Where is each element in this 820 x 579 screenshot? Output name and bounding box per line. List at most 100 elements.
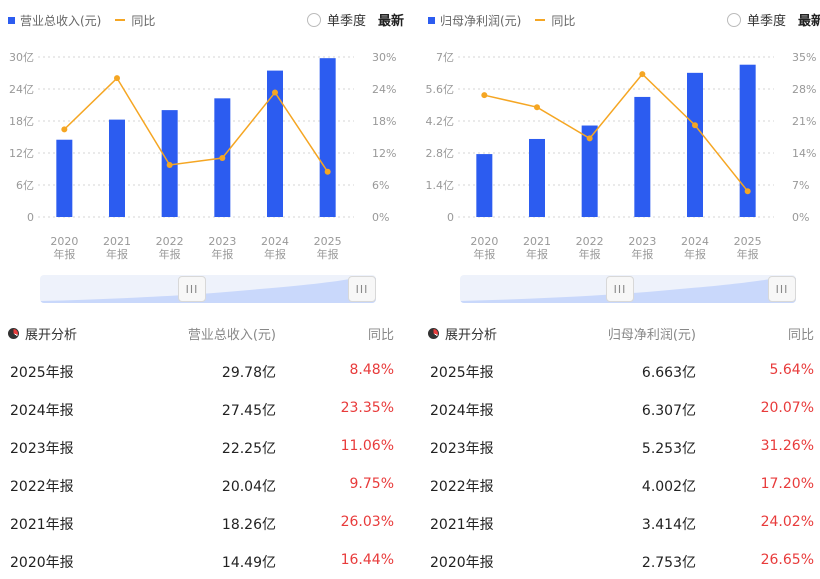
growth-point	[481, 92, 488, 99]
bar-legend-label: 营业总收入(元)	[20, 13, 102, 28]
line-legend-swatch	[535, 19, 546, 21]
x-axis-period-label: 年报	[526, 247, 548, 261]
radio-icon[interactable]	[726, 12, 741, 27]
revenue-chart: 0 0%6亿 6%12亿 12%18亿 18%24亿 24%30亿 30%2020年报202…	[9, 51, 396, 261]
left-axis-tick: 18亿	[9, 115, 34, 128]
growth-point	[166, 162, 173, 168]
value-cell: 6.307亿	[641, 403, 696, 419]
growth-cell: 5.64%	[769, 362, 814, 378]
growth-cell: 20.07%	[760, 400, 814, 416]
growth-cell: 26.65%	[760, 552, 814, 568]
x-axis-period-label: 年报	[53, 247, 75, 261]
table-row: 2023年报 22.25亿 11.06%	[8, 438, 398, 458]
slider-handle-left[interactable]: III	[606, 276, 634, 302]
range-slider[interactable]: III III	[460, 275, 796, 303]
radio-icon[interactable]	[306, 12, 321, 27]
latest-button[interactable]: 最新	[797, 14, 820, 29]
growth-point	[692, 122, 698, 129]
table-header: 展开分析 归母净利润(元) 同比	[428, 324, 818, 344]
x-axis-year-label: 2020	[470, 235, 498, 248]
revenue-bar	[634, 96, 651, 217]
value-cell: 5.253亿	[641, 441, 696, 457]
revenue-bar	[319, 58, 336, 217]
chart-legend[interactable]: 营业总收入(元) 同比	[8, 10, 155, 30]
period-cell: 2022年报	[430, 479, 494, 495]
expand-analysis-button[interactable]: 展开分析	[428, 324, 497, 343]
period-cell: 2023年报	[430, 441, 494, 457]
x-axis-period-label: 年报	[684, 247, 706, 261]
table-row: 2022年报 20.04亿 9.75%	[8, 476, 398, 496]
growth-cell: 9.75%	[349, 476, 394, 492]
quarterly-toggle[interactable]: 单季度	[306, 10, 366, 29]
bar-legend-swatch	[428, 16, 435, 24]
growth-cell: 31.26%	[760, 438, 814, 454]
x-axis-period-label: 年报	[106, 247, 128, 261]
x-axis-period-label: 年报	[317, 247, 339, 261]
chart-legend[interactable]: 归母净利润(元) 同比	[428, 10, 575, 30]
revenue-bar	[109, 119, 125, 217]
range-slider[interactable]: III III	[40, 275, 376, 303]
growth-point	[219, 155, 226, 162]
left-axis-tick: 2.8亿	[426, 147, 455, 160]
x-axis-period-label: 年报	[737, 247, 759, 261]
expand-analysis-button[interactable]: 展开分析	[8, 324, 77, 343]
x-axis-year-label: 2024	[681, 235, 709, 248]
right-axis-tick: 14%	[792, 147, 816, 160]
slider-handle-right[interactable]: III	[768, 276, 796, 302]
table-header: 展开分析 营业总收入(元) 同比	[8, 324, 398, 344]
value-cell: 22.25亿	[221, 441, 276, 457]
left-axis-tick: 5.6亿	[426, 83, 455, 96]
value-cell: 4.002亿	[641, 479, 696, 495]
growth-cell: 24.02%	[760, 514, 814, 530]
expand-analysis-label: 展开分析	[445, 328, 498, 343]
slider-handle-left[interactable]: III	[178, 276, 206, 302]
net-profit-panel: 归母净利润(元) 同比 单季度 最新 0 0% 1.4亿 7% 2.8亿 14% 4.2亿 2…	[420, 0, 820, 579]
slider-handle-right[interactable]: III	[348, 276, 376, 302]
value-cell: 14.49亿	[221, 555, 276, 571]
revenue-bar	[476, 154, 493, 217]
growth-point	[639, 71, 646, 78]
right-axis-tick: 7%	[792, 179, 809, 192]
x-axis-year-label: 2025	[734, 235, 762, 248]
table-row: 2021年报 3.414亿 24.02%	[428, 514, 818, 534]
value-cell: 20.04亿	[221, 479, 276, 495]
period-cell: 2025年报	[10, 365, 74, 381]
left-axis-tick: 1.4亿	[426, 179, 455, 192]
x-axis-period-label: 年报	[159, 247, 181, 261]
x-axis-year-label: 2021	[523, 235, 551, 248]
value-cell: 27.45亿	[221, 403, 276, 419]
right-axis-tick: 0%	[372, 211, 389, 224]
latest-button[interactable]: 最新	[377, 14, 404, 29]
panel-divider	[410, 0, 420, 579]
left-axis-tick: 4.2亿	[426, 115, 455, 128]
period-cell: 2020年报	[10, 555, 74, 571]
growth-cell: 17.20%	[760, 476, 814, 492]
x-axis-year-label: 2023	[208, 235, 236, 248]
x-axis-period-label: 年报	[631, 247, 653, 261]
period-cell: 2020年报	[430, 555, 494, 571]
right-axis-tick: 21%	[792, 115, 816, 128]
left-axis-tick: 24亿	[9, 83, 34, 96]
x-axis-period-label: 年报	[473, 247, 495, 261]
x-axis-year-label: 2022	[156, 235, 184, 248]
value-cell: 18.26亿	[221, 517, 276, 533]
net-profit-chart: 0 0%1.4亿 7%2.8亿 14%4.2亿 21%5.6亿 28%7亿 35%2020年…	[426, 51, 817, 261]
value-cell: 2.753亿	[641, 555, 696, 571]
pie-chart-icon	[8, 328, 19, 339]
growth-point	[61, 126, 68, 133]
growth-point	[324, 168, 331, 175]
x-axis-period-label: 年报	[211, 247, 233, 261]
table-row: 2024年报 6.307亿 20.07%	[428, 400, 818, 420]
x-axis-year-label: 2020	[50, 235, 78, 248]
table-row: 2024年报 27.45亿 23.35%	[8, 400, 398, 420]
table-row: 2021年报 18.26亿 26.03%	[8, 514, 398, 534]
period-cell: 2023年报	[10, 441, 74, 457]
revenue-bar	[56, 139, 73, 217]
x-axis-year-label: 2025	[314, 235, 342, 248]
x-axis-year-label: 2022	[576, 235, 604, 248]
quarterly-toggle[interactable]: 单季度	[726, 10, 786, 29]
table-row: 2022年报 4.002亿 17.20%	[428, 476, 818, 496]
left-axis-tick: 6亿	[16, 179, 34, 192]
growth-column-header: 同比	[367, 328, 394, 343]
table-row: 2023年报 5.253亿 31.26%	[428, 438, 818, 458]
